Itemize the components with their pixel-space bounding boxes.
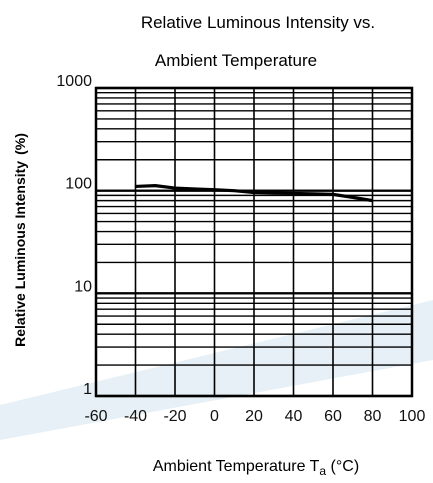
x-tick-label-8: 100 — [399, 408, 426, 425]
series-point-0-10 — [332, 193, 334, 196]
x-axis-label-unit: (°C) — [326, 458, 359, 475]
series-point-0-1 — [154, 184, 157, 187]
series-point-0-3 — [193, 188, 196, 190]
series-group — [134, 184, 374, 203]
series-point-0-12 — [371, 199, 374, 202]
grid — [94, 86, 414, 398]
y-tick-label-1: 10 — [74, 278, 92, 295]
x-tick-label-7: 80 — [364, 408, 382, 425]
x-tick-label-2: -20 — [163, 408, 186, 425]
labels: Relative Luminous Intensity vs. Ambient … — [12, 13, 375, 478]
x-tick-label-4: 20 — [245, 408, 263, 425]
series-point-0-9 — [312, 193, 315, 195]
tick-labels: -60 -40 -20 0 20 40 60 80 100 1 10 100 1000 — [56, 73, 425, 425]
x-axis-label-sub: a — [319, 464, 326, 478]
x-tick-label-1: -40 — [124, 408, 147, 425]
series-point-0-0 — [134, 185, 137, 188]
watermark-band — [0, 300, 433, 440]
chart-title-line1: Relative Luminous Intensity vs. — [141, 13, 375, 32]
x-tick-label-6: 60 — [324, 408, 342, 425]
watermark — [0, 300, 433, 440]
x-axis-label: Ambient Temperature Ta (°C) — [153, 458, 359, 478]
y-axis-label-text: Relative Luminous Intensity — [12, 161, 28, 347]
series-point-0-8 — [292, 192, 295, 195]
y-tick-label-3: 1000 — [56, 73, 92, 90]
series-point-0-7 — [272, 192, 275, 194]
series-point-0-2 — [174, 187, 176, 189]
series-point-0-4 — [213, 188, 216, 191]
x-tick-label-5: 40 — [285, 408, 303, 425]
x-tick-label-0: -60 — [84, 408, 107, 425]
series-point-0-11 — [351, 196, 354, 199]
x-tick-label-3: 0 — [210, 408, 219, 425]
x-axis-label-text: Ambient Temperature T — [153, 458, 320, 475]
y-tick-label-0: 1 — [83, 381, 92, 398]
y-tick-label-2: 100 — [65, 176, 92, 193]
series-point-0-6 — [253, 191, 255, 194]
y-axis-label: Relative Luminous Intensity (%) — [12, 133, 28, 347]
y-axis-label-unit: (%) — [12, 133, 28, 155]
chart-title-line2: Ambient Temperature — [155, 51, 317, 70]
series-point-0-5 — [233, 189, 236, 192]
